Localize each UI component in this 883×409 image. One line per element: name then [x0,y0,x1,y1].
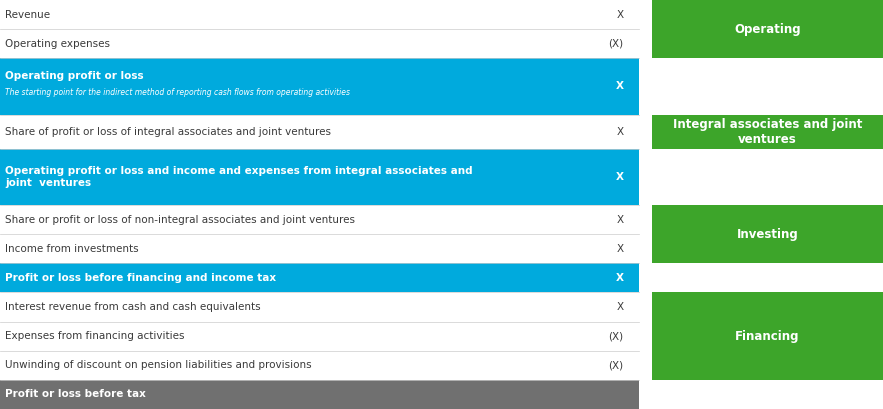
Text: X: X [616,9,623,20]
Bar [0,292,639,321]
Bar [652,115,883,148]
Text: (X): (X) [608,39,623,49]
Text: Share or profit or loss of non-integral associates and joint ventures: Share or profit or loss of non-integral … [5,215,355,225]
Text: Profit or loss before tax: Profit or loss before tax [5,389,146,400]
Bar [0,115,639,148]
Text: Unwinding of discount on pension liabilities and provisions: Unwinding of discount on pension liabili… [5,360,312,370]
Bar [0,380,639,409]
Text: Expenses from financing activities: Expenses from financing activities [5,331,185,341]
Text: Investing: Investing [736,228,798,240]
Bar [0,234,639,263]
Text: Operating: Operating [734,22,801,36]
Text: Financing: Financing [735,330,800,343]
Text: Operating expenses: Operating expenses [5,39,110,49]
Bar [0,58,639,115]
Text: X: X [616,127,623,137]
Bar [652,292,883,380]
Bar [0,351,639,380]
Bar [652,205,883,263]
Text: X: X [616,215,623,225]
Text: X: X [616,244,623,254]
Text: Operating profit or loss and income and expenses from integral associates and
jo: Operating profit or loss and income and … [5,166,472,188]
Bar [0,29,639,58]
Bar [0,263,639,292]
Text: Integral associates and joint
ventures: Integral associates and joint ventures [673,118,862,146]
Text: The starting point for the indirect method of reporting cash flows from operatin: The starting point for the indirect meth… [5,88,350,97]
Text: (X): (X) [608,331,623,341]
Text: Operating profit or loss: Operating profit or loss [5,71,144,81]
Text: Profit or loss before financing and income tax: Profit or loss before financing and inco… [5,273,276,283]
Text: Income from investments: Income from investments [5,244,139,254]
Text: (X): (X) [608,360,623,370]
Text: X: X [615,172,623,182]
Text: X: X [616,302,623,312]
Text: Revenue: Revenue [5,9,50,20]
Bar [652,0,883,58]
Bar [0,321,639,351]
Text: Interest revenue from cash and cash equivalents: Interest revenue from cash and cash equi… [5,302,260,312]
Bar [0,148,639,205]
Text: Share of profit or loss of integral associates and joint ventures: Share of profit or loss of integral asso… [5,127,331,137]
Text: X: X [615,81,623,92]
Bar [0,0,639,29]
Text: X: X [615,273,623,283]
Bar [0,205,639,234]
